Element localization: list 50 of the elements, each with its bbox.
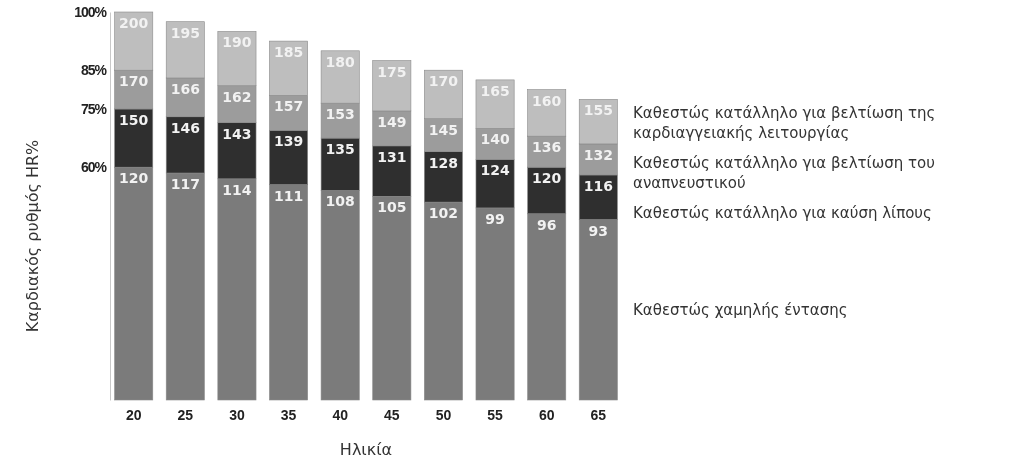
x-tick-label: 65: [590, 406, 607, 423]
x-tick-label: 60: [538, 406, 555, 423]
annotation: 162: [222, 88, 252, 105]
annotation: 120: [119, 170, 149, 187]
x-axis-title: Ηλικία: [339, 440, 393, 459]
annotation: 96: [536, 216, 557, 233]
annotation: 150: [119, 112, 149, 128]
y-axis-title: Καρδιακός ρυθμός HR%: [23, 139, 42, 333]
annotation: 143: [222, 125, 252, 142]
annotation: 166: [170, 80, 200, 97]
series-label: Καθεστώς κατάλληλο για βελτίωση του αναπνευστικού: [633, 153, 935, 192]
annotation: 131: [377, 148, 407, 165]
annotation: 145: [428, 121, 459, 138]
x-tick-label: 50: [435, 406, 452, 423]
x-tick-label: 45: [384, 406, 400, 423]
annotation: 111: [273, 187, 304, 204]
series-label: Καθεστώς χαμηλής έντασης: [633, 300, 848, 319]
series-label: Καθεστώς κατάλληλο για βελτίωση της καρδιαγγειακής λειτουργίας: [633, 103, 936, 142]
x-tick-label: 30: [229, 406, 245, 423]
x-tick-label: 20: [125, 406, 142, 423]
annotation: 99: [485, 210, 505, 227]
annotation: 117: [170, 176, 200, 193]
annotation: 149: [377, 113, 407, 130]
annotation: 124: [480, 162, 510, 179]
annotation: 116: [583, 177, 613, 194]
x-tick-label: 55: [487, 406, 504, 423]
x-tick-label: 40: [332, 406, 349, 423]
y-tick-label: 60%: [80, 159, 108, 176]
annotation: 135: [325, 141, 355, 158]
annotation: 102: [428, 205, 459, 222]
annotation: 136: [532, 139, 562, 156]
x-tick-label: 35: [280, 406, 297, 423]
y-tick-label: 100%: [74, 3, 108, 20]
x-tick-label: 25: [177, 406, 194, 423]
annotation: 128: [428, 154, 459, 171]
y-tick-label: 75%: [80, 100, 108, 117]
annotation: 157: [273, 98, 304, 115]
annotation: 153: [325, 106, 355, 123]
annotation: 114: [222, 181, 252, 198]
series-label: Καθεστώς κατάλληλο για καύση λίπους: [633, 203, 932, 222]
annotation: 105: [377, 199, 407, 216]
annotation: 132: [583, 146, 613, 163]
annotation: 146: [170, 119, 200, 136]
y-tick-label: 85%: [80, 62, 108, 79]
annotation: 139: [273, 133, 304, 150]
annotation: 108: [325, 193, 355, 210]
annotation: 170: [119, 73, 149, 90]
annotation: 93: [588, 222, 609, 239]
annotation: 140: [480, 131, 510, 148]
annotation: 120: [532, 170, 562, 187]
